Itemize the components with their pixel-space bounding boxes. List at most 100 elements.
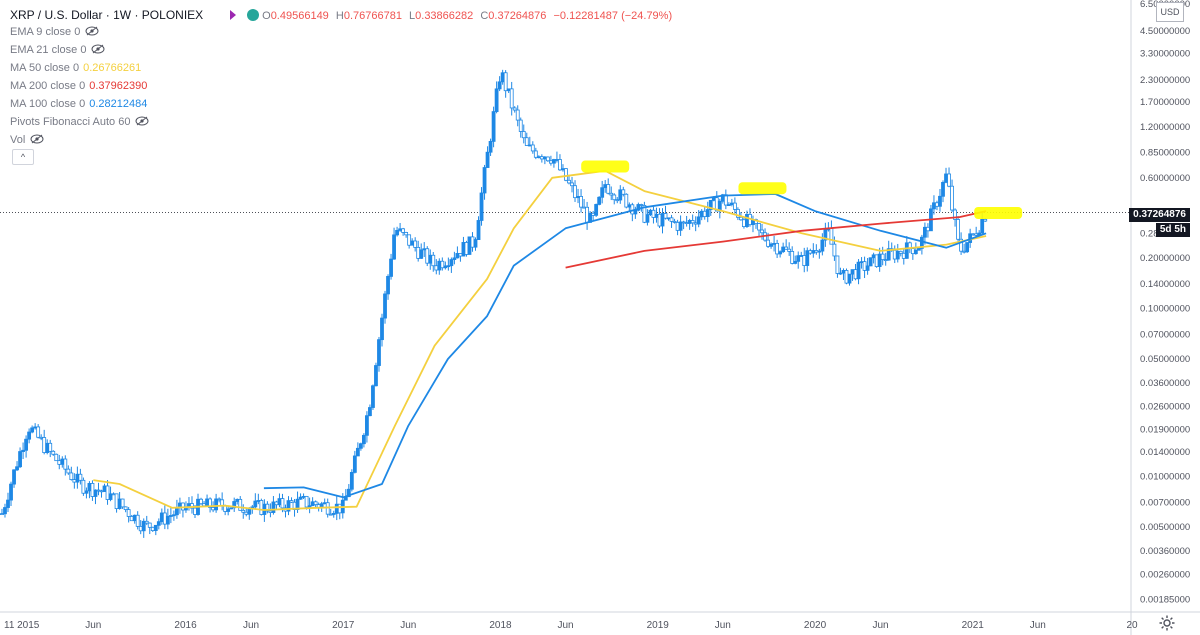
- candle-body: [30, 427, 35, 433]
- indicator-row[interactable]: MA 100 close 0 0.28212484: [10, 98, 147, 114]
- candle-body: [699, 210, 704, 218]
- candle-body: [449, 259, 454, 267]
- candle-body: [787, 248, 792, 252]
- candle-body: [479, 192, 484, 221]
- candle-body: [938, 195, 942, 207]
- candle-body: [576, 196, 580, 199]
- candle-body: [398, 228, 402, 231]
- candle-body: [690, 220, 695, 224]
- candle-body: [244, 511, 249, 515]
- candle-body: [401, 228, 406, 233]
- gear-icon[interactable]: [1158, 614, 1176, 632]
- candle-body: [289, 500, 294, 503]
- candle-body: [371, 385, 375, 408]
- y-tick-label: 0.14000000: [1140, 279, 1190, 290]
- candle-body: [39, 436, 44, 439]
- indicator-row[interactable]: MA 50 close 0 0.26766261: [10, 62, 141, 78]
- candle-body: [126, 509, 131, 517]
- indicator-value: 0.37962390: [89, 80, 148, 92]
- candle-body: [775, 242, 780, 255]
- candle-body: [567, 179, 571, 184]
- candle-body: [675, 221, 680, 231]
- indicator-label: EMA 21 close 0: [10, 44, 87, 56]
- indicator-label: EMA 9 close 0: [10, 26, 81, 38]
- candle-body: [579, 196, 583, 208]
- candle-body: [817, 250, 822, 253]
- candle-body: [168, 515, 173, 517]
- candle-body: [0, 513, 4, 516]
- candle-body: [862, 261, 867, 271]
- candle-body: [422, 248, 427, 251]
- highlights: [581, 160, 1023, 220]
- candle-body: [488, 141, 493, 153]
- candle-body: [455, 253, 460, 259]
- candle-body: [636, 204, 641, 211]
- close-label: C: [480, 10, 489, 22]
- candle-body: [485, 151, 490, 168]
- collapse-legend-button[interactable]: ^: [12, 149, 34, 165]
- candle-body: [669, 217, 674, 222]
- candle-body: [102, 485, 107, 492]
- candle-body: [932, 202, 936, 210]
- candle-body: [72, 479, 77, 483]
- currency-badge[interactable]: USD: [1156, 2, 1184, 22]
- indicator-row[interactable]: EMA 21 close 0: [10, 44, 105, 60]
- eye-hidden-icon[interactable]: [135, 116, 149, 126]
- y-tick-label: 0.02600000: [1140, 402, 1190, 413]
- y-tick-label: 0.01400000: [1140, 447, 1190, 458]
- high-value: 0.76766781: [343, 10, 402, 22]
- candle-body: [277, 498, 282, 506]
- candle-body: [564, 168, 568, 181]
- candle-body: [304, 495, 309, 508]
- x-tick-label: 2017: [332, 620, 355, 631]
- x-tick-label: 20: [1126, 620, 1138, 631]
- candle-body: [374, 365, 378, 387]
- flag-icon[interactable]: [230, 10, 236, 20]
- candle-body: [346, 488, 351, 498]
- candle-body: [247, 508, 252, 515]
- candle-body: [799, 255, 804, 257]
- candle-body: [96, 489, 101, 492]
- y-tick-label: 0.00260000: [1140, 570, 1190, 581]
- eye-hidden-icon[interactable]: [85, 26, 99, 36]
- candle-body: [331, 513, 336, 515]
- candle-body: [111, 493, 116, 496]
- candle-body: [87, 483, 92, 492]
- indicator-row[interactable]: Pivots Fibonacci Auto 60: [10, 116, 149, 132]
- circle-button-icon[interactable]: [247, 9, 260, 21]
- candle-body: [681, 221, 686, 224]
- candle-body: [12, 469, 16, 485]
- open-label: O: [262, 10, 271, 22]
- eye-hidden-icon[interactable]: [30, 134, 44, 144]
- indicator-row[interactable]: EMA 9 close 0: [10, 26, 99, 42]
- symbol-title[interactable]: XRP / U.S. Dollar · 1W · POLONIEX: [10, 8, 203, 24]
- symbol-label: XRP / U.S. Dollar · 1W · POLONIEX: [10, 8, 204, 22]
- candle-body: [874, 254, 879, 267]
- candle-body: [829, 228, 834, 245]
- candle-body: [615, 199, 620, 202]
- candle-body: [732, 202, 737, 210]
- candle-body: [524, 137, 529, 146]
- candle-body: [509, 88, 514, 109]
- highlight-mark: [581, 160, 630, 173]
- candle-body: [597, 196, 602, 205]
- candle-body: [868, 257, 873, 267]
- indicator-row[interactable]: MA 200 close 0 0.37962390: [10, 80, 147, 96]
- candle-body: [337, 503, 342, 514]
- y-tick-label: 0.03600000: [1140, 378, 1190, 389]
- candle-body: [150, 526, 155, 531]
- indicator-value: 0.26766261: [83, 62, 142, 74]
- indicator-row[interactable]: Vol: [10, 134, 44, 150]
- candle-body: [84, 490, 89, 494]
- eye-hidden-icon[interactable]: [91, 44, 105, 54]
- candle-body: [521, 131, 526, 139]
- candle-body: [935, 202, 939, 207]
- y-tick-label: 0.01000000: [1140, 471, 1190, 482]
- candle-body: [443, 265, 448, 269]
- candle-body: [428, 254, 433, 264]
- candle-body: [980, 218, 985, 234]
- candle-body: [60, 458, 65, 465]
- candle-body: [334, 503, 339, 514]
